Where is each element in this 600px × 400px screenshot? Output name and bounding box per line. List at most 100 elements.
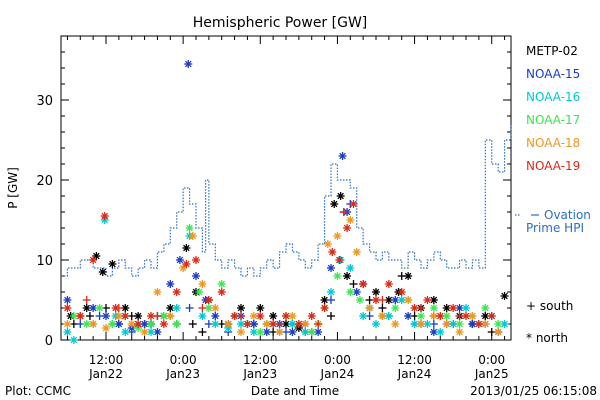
north-marker-stroke	[256, 312, 264, 320]
north-marker-stroke	[430, 304, 438, 312]
north-marker-stroke	[353, 288, 361, 296]
north-marker-stroke	[109, 260, 116, 268]
north-marker-stroke	[436, 328, 444, 336]
north-marker-stroke	[436, 312, 444, 320]
north-marker	[330, 200, 339, 208]
north-marker-stroke	[301, 320, 309, 328]
north-marker-stroke	[321, 296, 328, 304]
north-marker	[153, 288, 162, 296]
north-marker-stroke	[166, 304, 174, 312]
north-marker	[442, 304, 451, 312]
north-marker	[256, 328, 265, 336]
north-marker	[343, 224, 352, 232]
north-marker	[328, 248, 337, 256]
north-marker-stroke	[398, 288, 406, 296]
north-marker	[102, 324, 110, 332]
north-marker-stroke	[115, 320, 123, 328]
north-marker-stroke	[99, 268, 107, 276]
south-marker	[327, 312, 335, 320]
north-marker-stroke	[269, 320, 277, 328]
north-marker-stroke	[269, 312, 277, 320]
north-marker	[172, 304, 181, 312]
north-marker-stroke	[343, 224, 351, 232]
north-marker-stroke	[102, 312, 110, 320]
north-marker-stroke	[462, 312, 470, 320]
north-marker	[423, 296, 432, 304]
south-marker	[275, 320, 284, 328]
south-marker	[378, 304, 387, 312]
north-marker	[224, 320, 233, 328]
north-marker-stroke	[359, 280, 367, 288]
x-tick-time-label: 12:00	[397, 353, 432, 367]
north-marker-stroke	[289, 328, 296, 336]
north-marker-stroke	[101, 212, 109, 220]
north-marker	[172, 288, 181, 296]
north-marker-stroke	[430, 312, 438, 320]
north-marker-stroke	[160, 312, 168, 320]
north-marker	[89, 320, 98, 328]
y-tick-label: 20	[36, 174, 53, 189]
north-marker	[184, 60, 193, 68]
north-marker	[481, 304, 490, 312]
north-marker-stroke	[256, 328, 264, 336]
y-tick-labels: 0 10 20 30	[36, 94, 53, 349]
north-marker	[372, 320, 380, 328]
legend-south: + south	[526, 299, 573, 313]
north-marker	[346, 264, 355, 272]
south-marker	[114, 304, 123, 312]
north-marker-stroke	[186, 224, 193, 232]
north-marker	[404, 312, 413, 320]
north-marker	[494, 328, 503, 336]
north-marker	[335, 256, 344, 264]
south-marker	[397, 272, 406, 280]
south-marker	[198, 304, 207, 312]
legend-entry: NOAA-18	[526, 136, 580, 150]
north-marker-stroke	[443, 304, 451, 312]
north-marker-stroke	[430, 296, 438, 304]
north-marker-stroke	[282, 320, 290, 328]
north-marker-stroke	[147, 312, 155, 320]
hpi-legend-label-2: Prime HPI	[526, 221, 584, 235]
north-marker	[89, 256, 98, 264]
north-marker-stroke	[411, 304, 418, 312]
legend-north: * north	[526, 331, 568, 345]
north-marker-stroke	[173, 288, 181, 296]
north-marker	[442, 312, 451, 320]
north-marker	[442, 320, 451, 328]
north-marker	[204, 296, 213, 304]
north-marker-stroke	[308, 312, 316, 320]
north-marker-stroke	[328, 248, 336, 256]
north-marker-stroke	[192, 272, 200, 280]
north-marker-stroke	[356, 296, 364, 304]
north-marker-stroke	[391, 296, 399, 304]
north-marker-stroke	[385, 280, 393, 288]
north-marker	[397, 296, 406, 304]
north-marker	[98, 268, 107, 276]
north-marker	[166, 280, 175, 288]
north-marker	[314, 328, 323, 336]
north-marker	[269, 312, 278, 320]
north-marker	[166, 312, 175, 320]
south-marker	[95, 312, 104, 320]
north-marker-stroke	[237, 304, 245, 312]
north-marker-stroke	[115, 312, 123, 320]
y-tick-label: 30	[36, 94, 53, 109]
north-marker-stroke	[199, 280, 206, 288]
north-marker	[159, 312, 168, 320]
north-marker	[333, 232, 342, 240]
north-marker-stroke	[192, 256, 200, 264]
x-tick-time-label: 0:00	[170, 353, 197, 367]
north-marker-stroke	[237, 328, 245, 336]
north-marker	[288, 328, 297, 336]
north-marker-stroke	[417, 312, 425, 320]
north-marker-stroke	[295, 320, 303, 328]
north-marker	[69, 312, 78, 320]
south-marker	[85, 312, 94, 320]
legend: METP-02 NOAA-15 NOAA-16 NOAA-17 NOAA-18 NOAA-…	[515, 44, 591, 345]
north-marker	[237, 304, 245, 312]
south-marker	[455, 312, 464, 320]
north-marker	[100, 212, 109, 220]
north-marker-stroke	[184, 60, 192, 68]
north-marker-stroke	[404, 296, 412, 304]
